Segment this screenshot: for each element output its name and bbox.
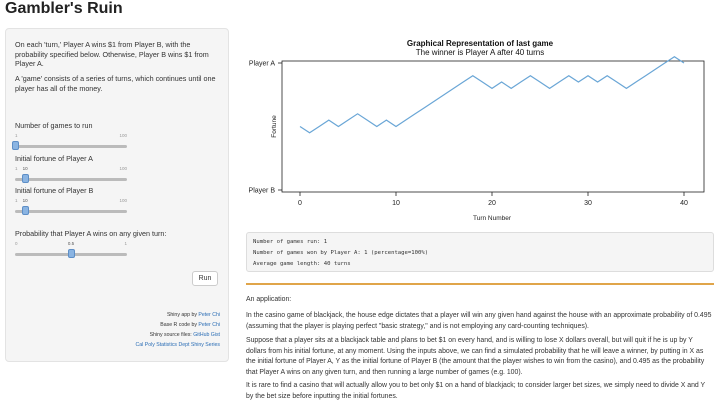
slider-track[interactable] bbox=[15, 178, 127, 181]
credit-text: Shiny app by bbox=[166, 312, 199, 318]
probability-slider[interactable]: 0 0.5 1 bbox=[15, 241, 127, 260]
input-panel: On each 'turn,' Player A wins $1 from Pl… bbox=[5, 28, 229, 362]
y-tick-label: Player A bbox=[249, 61, 275, 68]
output-games-won: Number of games won by Player A: 1 (perc… bbox=[253, 250, 429, 256]
credit-line: Base R code by Peter Chi bbox=[160, 322, 220, 328]
games-slider[interactable]: 1 100 bbox=[12, 133, 127, 152]
application-heading: An application: bbox=[246, 296, 292, 303]
y-axis-label: Fortune bbox=[271, 115, 278, 138]
slider-track[interactable] bbox=[15, 145, 127, 148]
slider-min-label: 0 bbox=[15, 241, 18, 246]
slider-handle[interactable] bbox=[22, 206, 30, 215]
credit-line: Shiny source files: GitHub Gist bbox=[150, 332, 220, 338]
slider-track[interactable] bbox=[15, 210, 127, 213]
slider-max-label: 1 bbox=[124, 241, 127, 246]
slider-min-label: 1 bbox=[15, 133, 18, 138]
x-tick-label: 30 bbox=[584, 200, 592, 207]
games-slider-label: Number of games to run bbox=[15, 121, 93, 130]
y-tick-label: Player B bbox=[249, 188, 276, 195]
slider-value-label: 0.5 bbox=[67, 241, 75, 246]
fortune-a-slider-label: Initial fortune of Player A bbox=[15, 154, 93, 163]
slider-max-label: 100 bbox=[119, 166, 127, 171]
page-title: Gambler's Ruin bbox=[5, 0, 123, 17]
chart-title: Graphical Representation of last game bbox=[406, 39, 554, 48]
x-tick-label: 0 bbox=[298, 200, 302, 207]
plot-frame bbox=[281, 60, 705, 193]
x-tick-label: 40 bbox=[680, 200, 688, 207]
section-divider bbox=[246, 283, 714, 285]
slider-handle[interactable] bbox=[22, 174, 30, 183]
application-paragraph-1: In the casino game of blackjack, the hou… bbox=[246, 312, 712, 330]
run-button[interactable]: Run bbox=[192, 271, 218, 286]
slider-value-label: 10 bbox=[22, 166, 28, 171]
application-paragraph-2: Suppose that a player sits at a blackjac… bbox=[246, 337, 705, 376]
probability-slider-label: Probability that Player A wins on any gi… bbox=[15, 229, 167, 238]
credit-link[interactable]: Cal Poly Statistics Dept Shiny Series bbox=[135, 342, 220, 348]
credit-line: Cal Poly Statistics Dept Shiny Series bbox=[136, 342, 220, 348]
slider-handle[interactable] bbox=[68, 249, 75, 258]
intro-text-2: A 'game' consists of a series of turns, … bbox=[15, 74, 216, 93]
credit-link[interactable]: GitHub Gist bbox=[193, 332, 220, 338]
fortune-a-slider[interactable]: 1 10 100 bbox=[15, 166, 127, 185]
intro-text-1: On each 'turn,' Player A wins $1 from Pl… bbox=[15, 40, 209, 69]
application-paragraph-3: It is rare to find a casino that will ac… bbox=[246, 382, 705, 400]
slider-min-label: 1 bbox=[15, 198, 18, 203]
slider-min-label: 1 bbox=[15, 166, 18, 171]
fortune-series-line bbox=[299, 55, 685, 134]
chart-subtitle: The winner is Player A after 40 turns bbox=[415, 48, 545, 57]
credit-link[interactable]: Peter Chi bbox=[198, 312, 220, 318]
simulation-output: Number of games run: 1 Number of games w… bbox=[246, 232, 714, 272]
slider-value-label: 10 bbox=[22, 198, 28, 203]
output-average-length: Average game length: 40 turns bbox=[253, 261, 351, 267]
slider-handle[interactable] bbox=[12, 141, 19, 150]
slider-max-label: 100 bbox=[119, 198, 127, 203]
credit-text: Shiny source files: bbox=[149, 332, 194, 338]
output-games-run: Number of games run: 1 bbox=[253, 239, 328, 245]
credit-link[interactable]: Peter Chi bbox=[198, 322, 220, 328]
fortune-b-slider[interactable]: 1 10 100 bbox=[15, 198, 127, 217]
slider-max-label: 100 bbox=[119, 133, 127, 138]
fortune-chart: 0 10 20 30 40 Player A Player B Turn Number Fort… bbox=[249, 55, 705, 222]
x-tick-label: 10 bbox=[392, 200, 400, 207]
x-axis-label: Turn Number bbox=[473, 215, 512, 222]
credit-line: Shiny app by Peter Chi bbox=[167, 312, 220, 318]
credit-text: Base R code by bbox=[160, 322, 199, 328]
x-tick-label: 20 bbox=[488, 200, 496, 207]
fortune-b-slider-label: Initial fortune of Player B bbox=[15, 186, 94, 195]
